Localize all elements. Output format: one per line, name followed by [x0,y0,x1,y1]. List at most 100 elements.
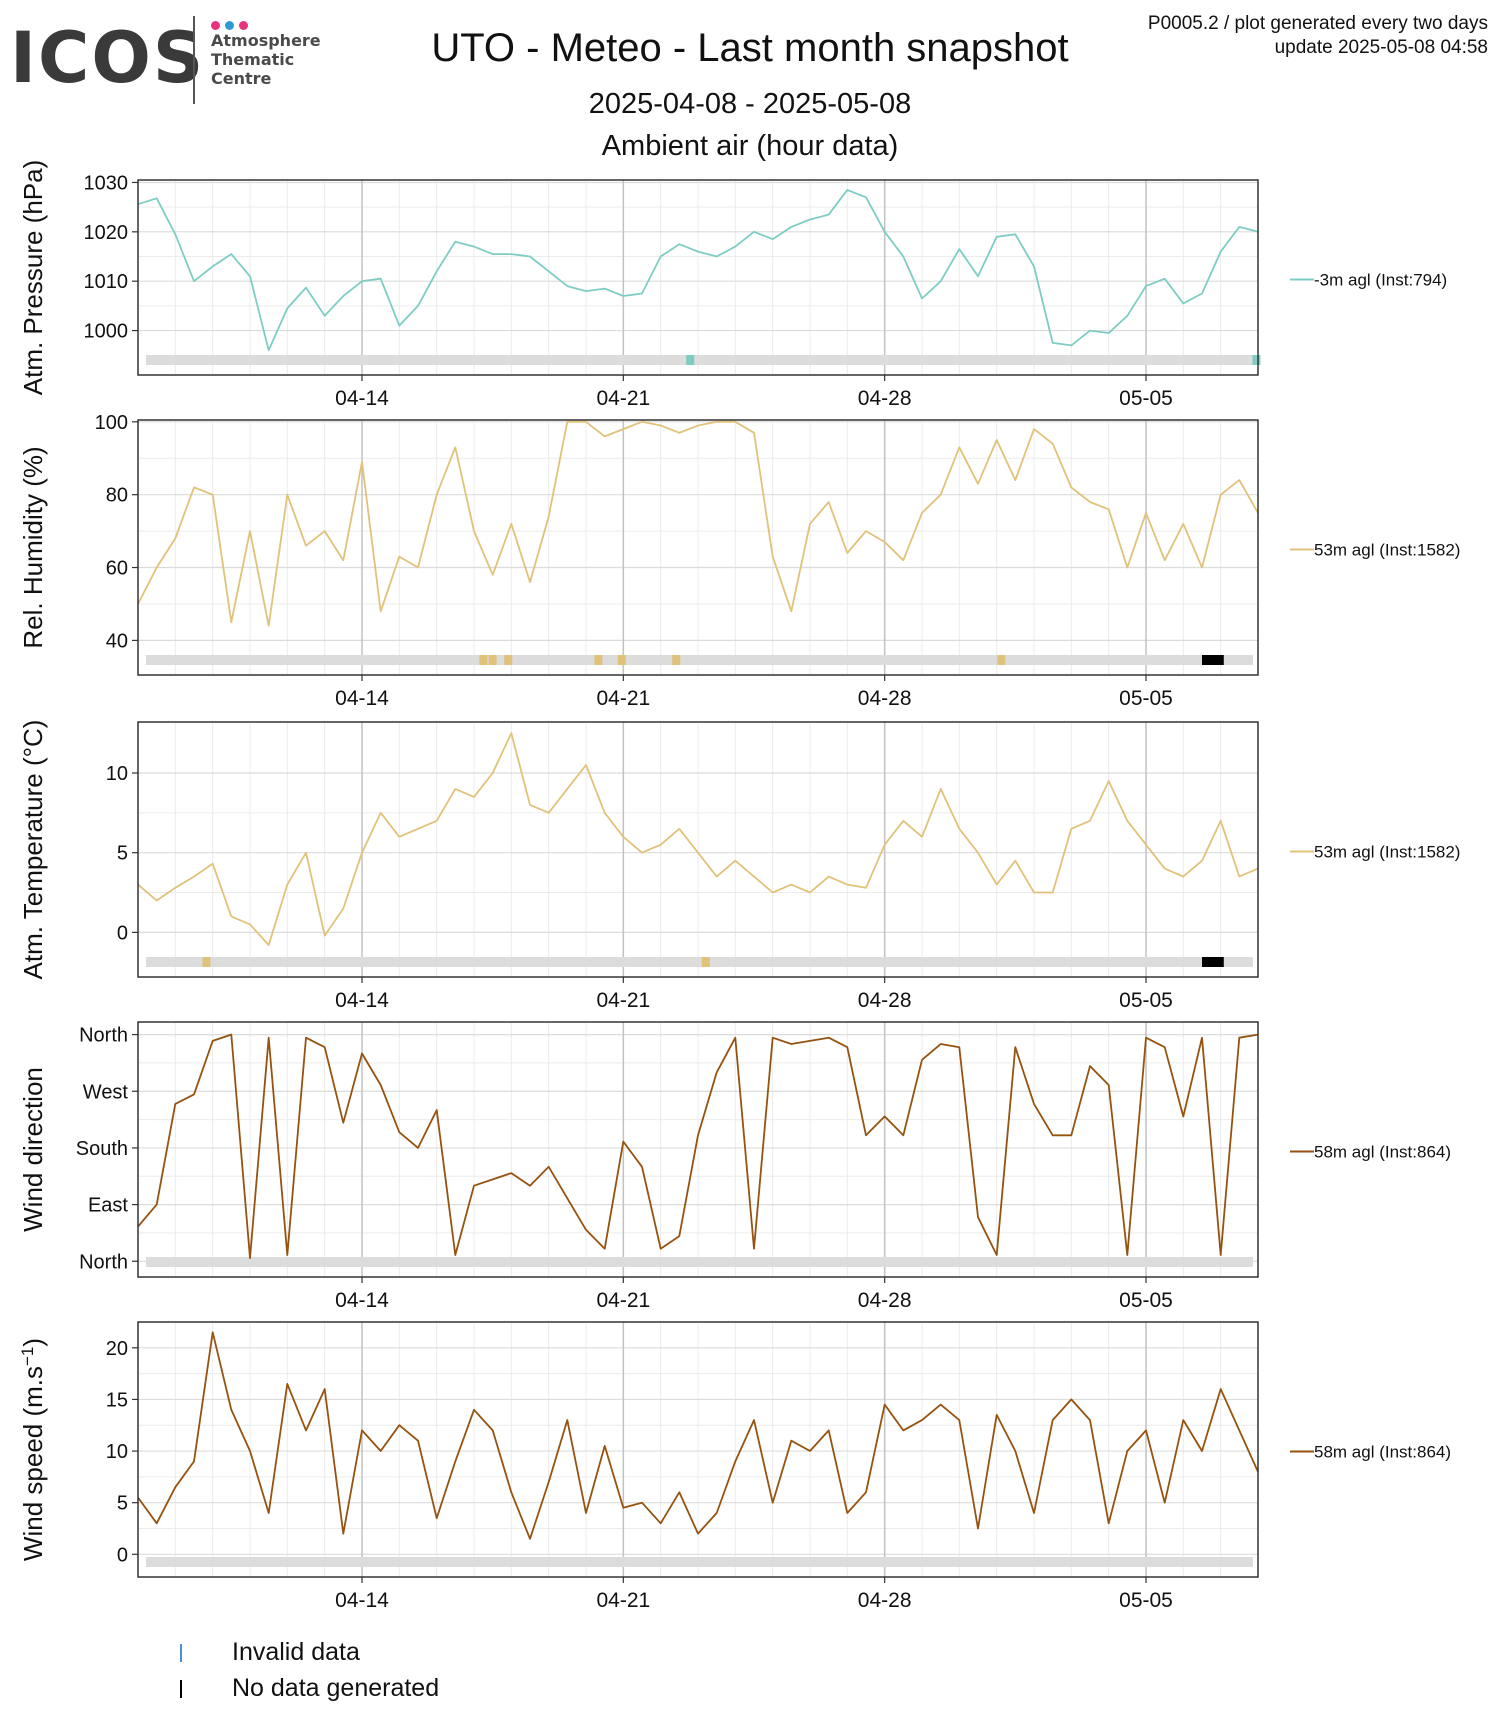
y-tick-label: North [79,1025,128,1047]
x-tick-label: 05-05 [1119,387,1173,410]
y-tick-label: 10 [106,1441,128,1463]
series-line [137,1331,1259,1540]
x-tick-label: 05-05 [1119,1589,1173,1612]
invalid-data-marker [672,655,681,665]
logo-sub-line: Atmosphere [211,31,321,50]
date-range: 2025-04-08 - 2025-05-08 [588,88,912,120]
legend-label: 53m agl (Inst:1582) [1314,843,1460,862]
status-legend-label: No data generated [232,1674,440,1702]
x-tick-label: 05-05 [1119,1289,1173,1312]
panel-border [137,721,1259,978]
status-bar [146,1557,1253,1567]
logo-dot [211,21,220,30]
series-line [137,1033,1259,1259]
y-tick-label: 0 [117,1544,128,1566]
logo-dots-icon [211,17,253,30]
y-tick-label: East [88,1195,128,1217]
plot-info-line: P0005.2 / plot generated every two days [1147,13,1488,34]
status-bar [146,1257,1253,1267]
logo-wordmark: ICOS [10,17,206,99]
invalid-data-marker [1252,355,1261,365]
y-tick-label: 10 [106,763,128,785]
y-tick-label: North [79,1251,128,1273]
y-tick-label: West [83,1081,129,1103]
legend-label: -3m agl (Inst:794) [1314,271,1447,290]
invalid-data-swatch [180,1644,182,1662]
y-tick-label: South [76,1138,128,1160]
status-legend-label: Invalid data [232,1638,360,1666]
x-tick-label: 04-28 [858,387,912,410]
page-subtitle: Ambient air (hour data) [601,130,899,162]
legend-label: 58m agl (Inst:864) [1314,1443,1451,1462]
logo-sub-line: Centre [211,69,272,88]
invalid-data-marker [488,655,497,665]
invalid-data-marker [686,355,695,365]
y-tick-label: 5 [117,843,128,865]
x-tick-label: 04-14 [335,687,389,710]
no-data-swatch [180,1680,182,1698]
y-tick-label: 40 [106,630,128,652]
x-tick-label: 04-21 [596,1589,650,1612]
panel-border [137,419,1259,676]
invalid-data-marker [202,957,211,967]
x-tick-label: 04-28 [858,989,912,1012]
x-tick-label: 04-14 [335,989,389,1012]
x-tick-label: 04-21 [596,989,650,1012]
update-timestamp: update 2025-05-08 04:58 [1274,37,1488,58]
series-line [137,188,1259,352]
y-axis-label: Rel. Humidity (%) [18,446,48,648]
invalid-data-marker [701,957,710,967]
x-tick-label: 04-14 [335,1589,389,1612]
x-tick-label: 04-21 [596,687,650,710]
series-line [137,732,1259,946]
status-bar [146,655,1253,665]
invalid-data-marker [479,655,488,665]
series-line [137,420,1259,627]
y-axis-label-superscript: −1 [18,1347,37,1366]
invalid-data-marker [997,655,1006,665]
x-tick-label: 04-28 [858,1289,912,1312]
x-tick-label: 04-28 [858,687,912,710]
y-axis-label: Wind direction [18,1067,48,1232]
invalid-data-marker [594,655,603,665]
status-bar [146,355,1253,365]
panel-border [137,1021,1259,1278]
panel-border [137,1321,1259,1578]
icos-logo: ICOS Atmosphere Thematic Centre [10,14,340,106]
y-axis-label: Wind speed (m.s−1) [18,1338,49,1561]
logo-sub-line: Thematic [211,50,295,69]
y-tick-label: 1000 [84,321,129,343]
y-tick-label: 1030 [84,172,129,194]
no-data-marker [1202,655,1224,665]
y-tick-label: 15 [106,1389,128,1411]
legend-label: 53m agl (Inst:1582) [1314,541,1460,560]
invalid-data-marker [617,655,626,665]
y-tick-label: 1010 [84,271,129,293]
y-tick-label: 20 [106,1338,128,1360]
y-tick-label: 0 [117,922,128,944]
y-tick-label: 60 [106,558,128,580]
y-axis-label: Atm. Temperature (°C) [18,720,48,980]
plot-info: P0005.2 / plot generated every two days … [1148,12,1488,60]
status-bar [146,957,1253,967]
logo-divider [193,16,195,104]
x-tick-label: 04-28 [858,1589,912,1612]
y-tick-label: 1020 [84,222,129,244]
x-tick-label: 04-21 [596,387,650,410]
x-tick-label: 05-05 [1119,989,1173,1012]
x-tick-label: 05-05 [1119,687,1173,710]
no-data-marker [1202,957,1224,967]
x-tick-label: 04-21 [596,1289,650,1312]
logo-subtitle: Atmosphere Thematic Centre [211,31,321,88]
page-title: UTO - Meteo - Last month snapshot [431,26,1069,70]
logo-dot [225,21,234,30]
y-axis-label: Atm. Pressure (hPa) [18,160,48,396]
invalid-data-marker [504,655,513,665]
y-tick-label: 5 [117,1493,128,1515]
y-axis-label-end: ) [18,1338,48,1347]
legend-label: 58m agl (Inst:864) [1314,1143,1451,1162]
x-tick-label: 04-14 [335,1289,389,1312]
x-tick-label: 04-14 [335,387,389,410]
y-tick-label: 80 [106,485,128,507]
